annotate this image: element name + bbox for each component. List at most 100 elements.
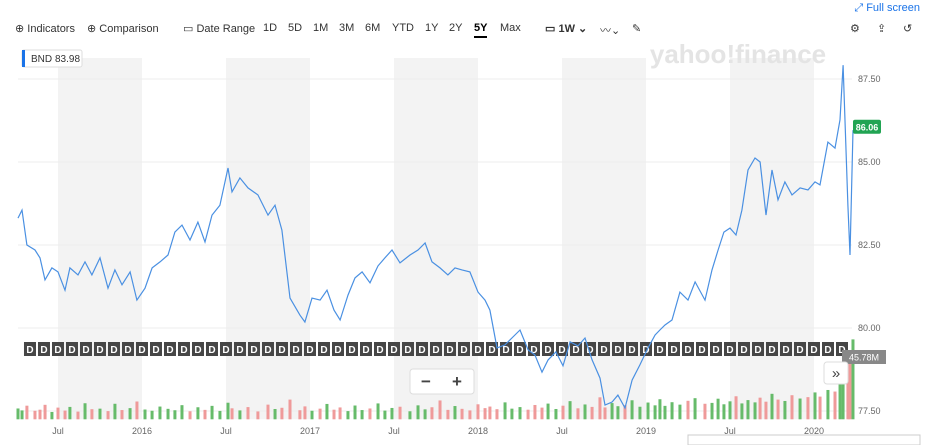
interval-button[interactable]: ▭ 1W ⌄ — [545, 23, 588, 35]
volume-bar — [173, 410, 177, 420]
volume-bar — [526, 409, 530, 420]
indicators-button[interactable]: ⊕ Indicators — [15, 23, 75, 35]
range-tab[interactable]: 1D — [263, 22, 278, 34]
dividend-marker: D — [124, 345, 131, 356]
reset-button[interactable]: ↺ — [903, 23, 913, 35]
dividend-marker: D — [712, 345, 719, 356]
dividend-marker: D — [26, 345, 33, 356]
full-screen-link[interactable]: ⤢ Full screen — [854, 2, 920, 14]
volume-bar — [653, 405, 657, 420]
range-tab[interactable]: 3M — [339, 22, 355, 34]
dividend-marker: D — [180, 345, 187, 356]
dividend-box — [779, 342, 792, 356]
volume-bar — [503, 402, 507, 420]
volume-bar — [776, 399, 780, 420]
ad-box[interactable] — [687, 434, 921, 445]
volume-bar — [360, 410, 364, 420]
volume-bar — [318, 408, 322, 420]
volume-bar — [740, 403, 744, 420]
dividend-marker: D — [236, 345, 243, 356]
range-tab[interactable]: YTD — [392, 22, 414, 34]
volume-bar — [203, 409, 207, 420]
volume-bar — [728, 401, 732, 420]
dividend-box — [541, 342, 554, 356]
dividend-box — [401, 342, 414, 356]
x-tick-label: 2018 — [468, 426, 488, 436]
volume-bar — [576, 408, 580, 420]
range-tab[interactable]: 5Y — [474, 22, 488, 38]
draw-button[interactable]: ✎ — [632, 23, 642, 35]
legend-swatch — [22, 50, 25, 67]
volume-bar — [818, 396, 822, 420]
range-tab[interactable]: 6M — [365, 22, 381, 34]
comparison-button[interactable]: ⊕ Comparison — [87, 23, 159, 35]
volume-bar — [546, 403, 550, 420]
share-button[interactable]: ⇪ — [877, 23, 887, 35]
volume-bar — [376, 403, 380, 420]
zoom-out[interactable]: − — [421, 372, 431, 391]
volume-bar — [383, 410, 387, 420]
volume-bar — [256, 411, 260, 420]
volume-bar — [783, 400, 787, 420]
range-tab[interactable]: 1Y — [425, 22, 439, 34]
y-tick-label: 85.00 — [858, 157, 881, 167]
dividend-box — [429, 342, 442, 356]
volume-bar — [180, 405, 184, 420]
volume-bar — [758, 397, 762, 420]
x-tick-label: Jul — [556, 426, 568, 436]
legend-symbol: BND — [31, 54, 52, 65]
dividend-marker: D — [250, 345, 257, 356]
label: 1W — [558, 23, 575, 35]
x-tick-label: Jul — [52, 426, 64, 436]
volume-bar — [826, 389, 830, 420]
dividend-marker: D — [782, 345, 789, 356]
range-tab[interactable]: 2Y — [449, 22, 463, 34]
dividend-box — [807, 342, 820, 356]
volume-bar — [63, 410, 67, 420]
date-range-button[interactable]: ▭ Date Range — [183, 23, 256, 35]
chart-type-button[interactable]: 〰⌄ — [600, 25, 621, 37]
dividend-box — [121, 342, 134, 356]
volume-bar — [98, 408, 102, 420]
zoom-controls — [409, 368, 475, 395]
volume-bar — [670, 402, 674, 420]
dividend-box — [471, 342, 484, 356]
range-tab[interactable]: Max — [500, 22, 521, 34]
dividend-marker: D — [138, 345, 145, 356]
volume-label-box — [842, 350, 886, 364]
range-tab[interactable]: 5D — [288, 22, 303, 34]
dividend-box — [233, 342, 246, 356]
volume-bar — [332, 409, 336, 420]
volume-bar — [150, 410, 154, 420]
dividend-box — [65, 342, 78, 356]
dividend-marker: D — [96, 345, 103, 356]
volume-bar — [38, 409, 42, 420]
dividend-marker: D — [656, 345, 663, 356]
dividend-marker: D — [222, 345, 229, 356]
settings-button[interactable]: ⚙ — [850, 23, 860, 35]
dividend-marker: D — [824, 345, 831, 356]
dividend-marker: D — [348, 345, 355, 356]
dividend-marker: D — [194, 345, 201, 356]
dividend-marker: D — [404, 345, 411, 356]
volume-bar — [338, 407, 342, 420]
shaded-band — [393, 58, 478, 420]
volume-bar — [113, 403, 117, 420]
dividend-box — [737, 342, 750, 356]
scroll-button[interactable] — [823, 361, 849, 385]
dividend-box — [163, 342, 176, 356]
dividend-box — [387, 342, 400, 356]
volume-bar — [703, 403, 707, 420]
volume-bar — [273, 409, 277, 420]
range-tab[interactable]: 1M — [313, 22, 329, 34]
volume-bar — [106, 411, 110, 420]
dividend-marker: D — [726, 345, 733, 356]
zoom-in[interactable]: + — [452, 372, 462, 391]
label: Full screen — [866, 2, 920, 14]
dividend-box — [625, 342, 638, 356]
volume-bar — [753, 402, 757, 420]
volume-bar — [196, 407, 200, 420]
dividend-box — [345, 342, 358, 356]
volume-bar — [568, 401, 572, 420]
dividend-box — [177, 342, 190, 356]
